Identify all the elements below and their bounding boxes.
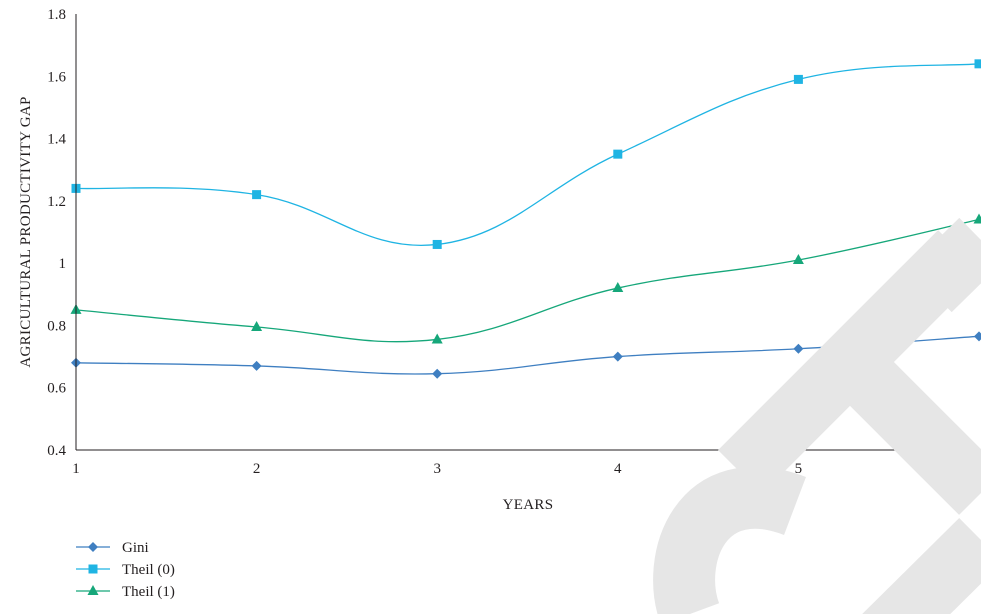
y-tick-label: 1.4 bbox=[47, 132, 66, 148]
x-tick-label: 1 bbox=[72, 461, 80, 477]
legend-label: Theil (1) bbox=[122, 584, 175, 600]
x-tick-label: 3 bbox=[433, 461, 441, 477]
data-point bbox=[431, 333, 443, 344]
y-tick-label: 1.6 bbox=[47, 69, 66, 85]
data-point bbox=[251, 360, 262, 371]
x-tick-label: 5 bbox=[795, 461, 803, 477]
x-tick-label: 6 bbox=[975, 461, 981, 477]
x-tick-label: 4 bbox=[614, 461, 622, 477]
legend-item: Theil (0) bbox=[76, 562, 175, 578]
y-tick-label: 0.4 bbox=[47, 443, 66, 459]
legend-marker bbox=[88, 564, 98, 574]
legend-item: Gini bbox=[76, 540, 149, 556]
data-point bbox=[612, 351, 623, 362]
y-axis-title: AGRICULTURAL PRODUCTIVITY GAP bbox=[18, 96, 34, 367]
data-point bbox=[793, 343, 804, 354]
tick-labels: 0.4 0.6 0.8 1 1.2 1.4 1.6 1.8 1 2 3 4 5 6 bbox=[47, 7, 981, 477]
data-point bbox=[974, 331, 981, 342]
legend-label: Theil (0) bbox=[122, 562, 175, 578]
data-point bbox=[251, 320, 263, 331]
series-gini bbox=[71, 331, 981, 379]
data-point bbox=[252, 190, 262, 200]
series-line bbox=[75, 218, 980, 343]
data-point bbox=[974, 59, 981, 69]
x-axis-title: YEARS bbox=[503, 497, 554, 513]
legend-marker bbox=[88, 542, 98, 552]
y-tick-label: 0.6 bbox=[47, 381, 66, 397]
x-tick-label: 2 bbox=[253, 461, 261, 477]
data-point bbox=[432, 239, 442, 249]
y-tick-label: 0.8 bbox=[47, 318, 66, 334]
legend-marker bbox=[87, 585, 99, 595]
series-line bbox=[75, 335, 980, 375]
data-point bbox=[973, 213, 981, 224]
y-tick-label: 1.2 bbox=[47, 194, 66, 210]
plot-area bbox=[70, 59, 981, 379]
series-line bbox=[75, 63, 980, 247]
series-theil-1 bbox=[70, 213, 981, 344]
series-theil-0 bbox=[71, 59, 981, 249]
legend: Gini Theil (0) Theil (1) bbox=[76, 540, 175, 600]
legend-item: Theil (1) bbox=[76, 584, 175, 600]
data-point bbox=[793, 74, 803, 84]
data-point bbox=[612, 282, 624, 293]
data-point bbox=[613, 149, 623, 159]
legend-label: Gini bbox=[122, 540, 149, 556]
y-tick-label: 1.8 bbox=[47, 7, 66, 23]
axes bbox=[75, 14, 980, 451]
y-tick-label: 1 bbox=[59, 256, 67, 272]
data-point bbox=[432, 368, 443, 379]
